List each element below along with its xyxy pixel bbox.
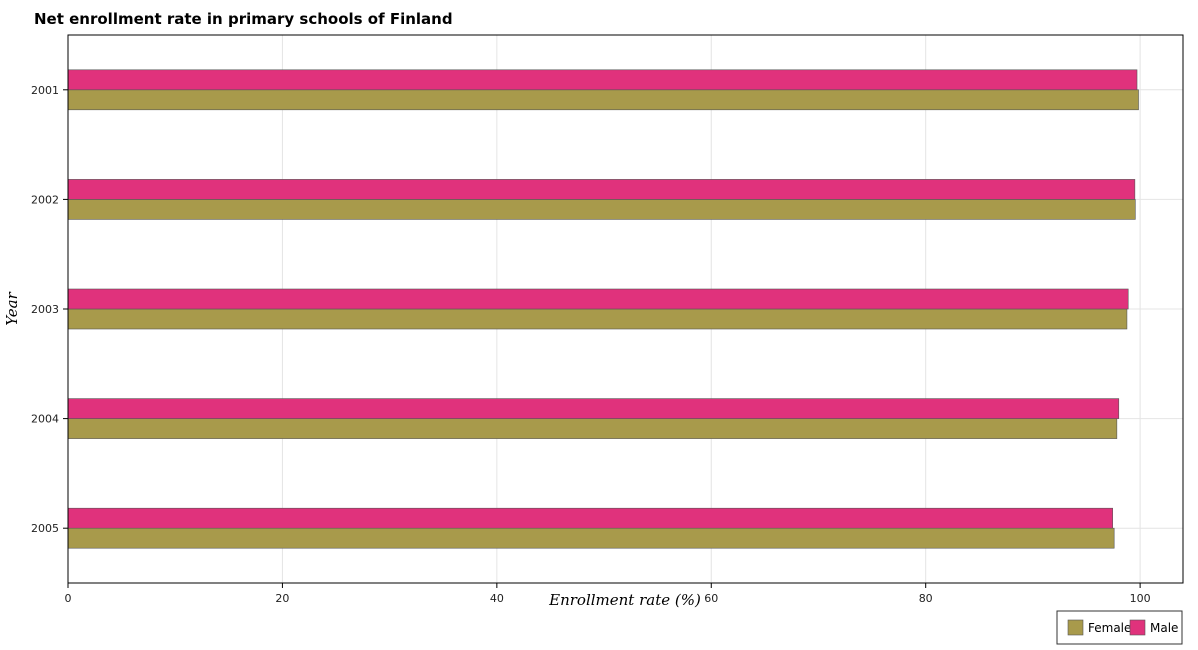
chart-title: Net enrollment rate in primary schools o… [34, 10, 453, 28]
x-tick-label: 80 [919, 592, 933, 605]
y-tick-label: 2002 [31, 193, 59, 206]
legend-label-female: Female [1088, 621, 1131, 635]
bar-female-2003 [67, 308, 1128, 330]
bars [67, 69, 1139, 549]
bar-male-2005 [67, 507, 1113, 529]
bar-female-2005 [67, 527, 1115, 549]
y-tick-label: 2005 [31, 522, 59, 535]
bar-male-2002 [67, 179, 1136, 200]
y-axis-label: Year [3, 291, 21, 325]
legend: Female Male [1056, 610, 1183, 645]
bar-female-2004 [67, 418, 1118, 439]
x-axis-label: Enrollment rate (%) [548, 591, 701, 609]
bar-male-2004 [67, 398, 1120, 419]
bar-male-2001 [67, 69, 1138, 91]
x-tick-label: 0 [65, 592, 72, 605]
x-tick-label: 60 [704, 592, 718, 605]
legend-label-male: Male [1150, 621, 1178, 635]
bar-female-2001 [67, 89, 1139, 111]
legend-swatch-female [1067, 619, 1084, 636]
x-axis-ticks: 0 20 40 60 80 100 [65, 583, 1151, 605]
y-tick-label: 2004 [31, 413, 59, 426]
x-tick-label: 100 [1130, 592, 1151, 605]
bar-female-2002 [67, 199, 1136, 220]
legend-swatch-male [1129, 619, 1146, 636]
bar-male-2003 [67, 288, 1129, 310]
x-tick-label: 40 [490, 592, 504, 605]
x-tick-label: 20 [275, 592, 289, 605]
y-tick-label: 2001 [31, 84, 59, 97]
y-axis-ticks: 2001 2002 2003 2004 2005 [31, 84, 68, 535]
y-tick-label: 2003 [31, 303, 59, 316]
